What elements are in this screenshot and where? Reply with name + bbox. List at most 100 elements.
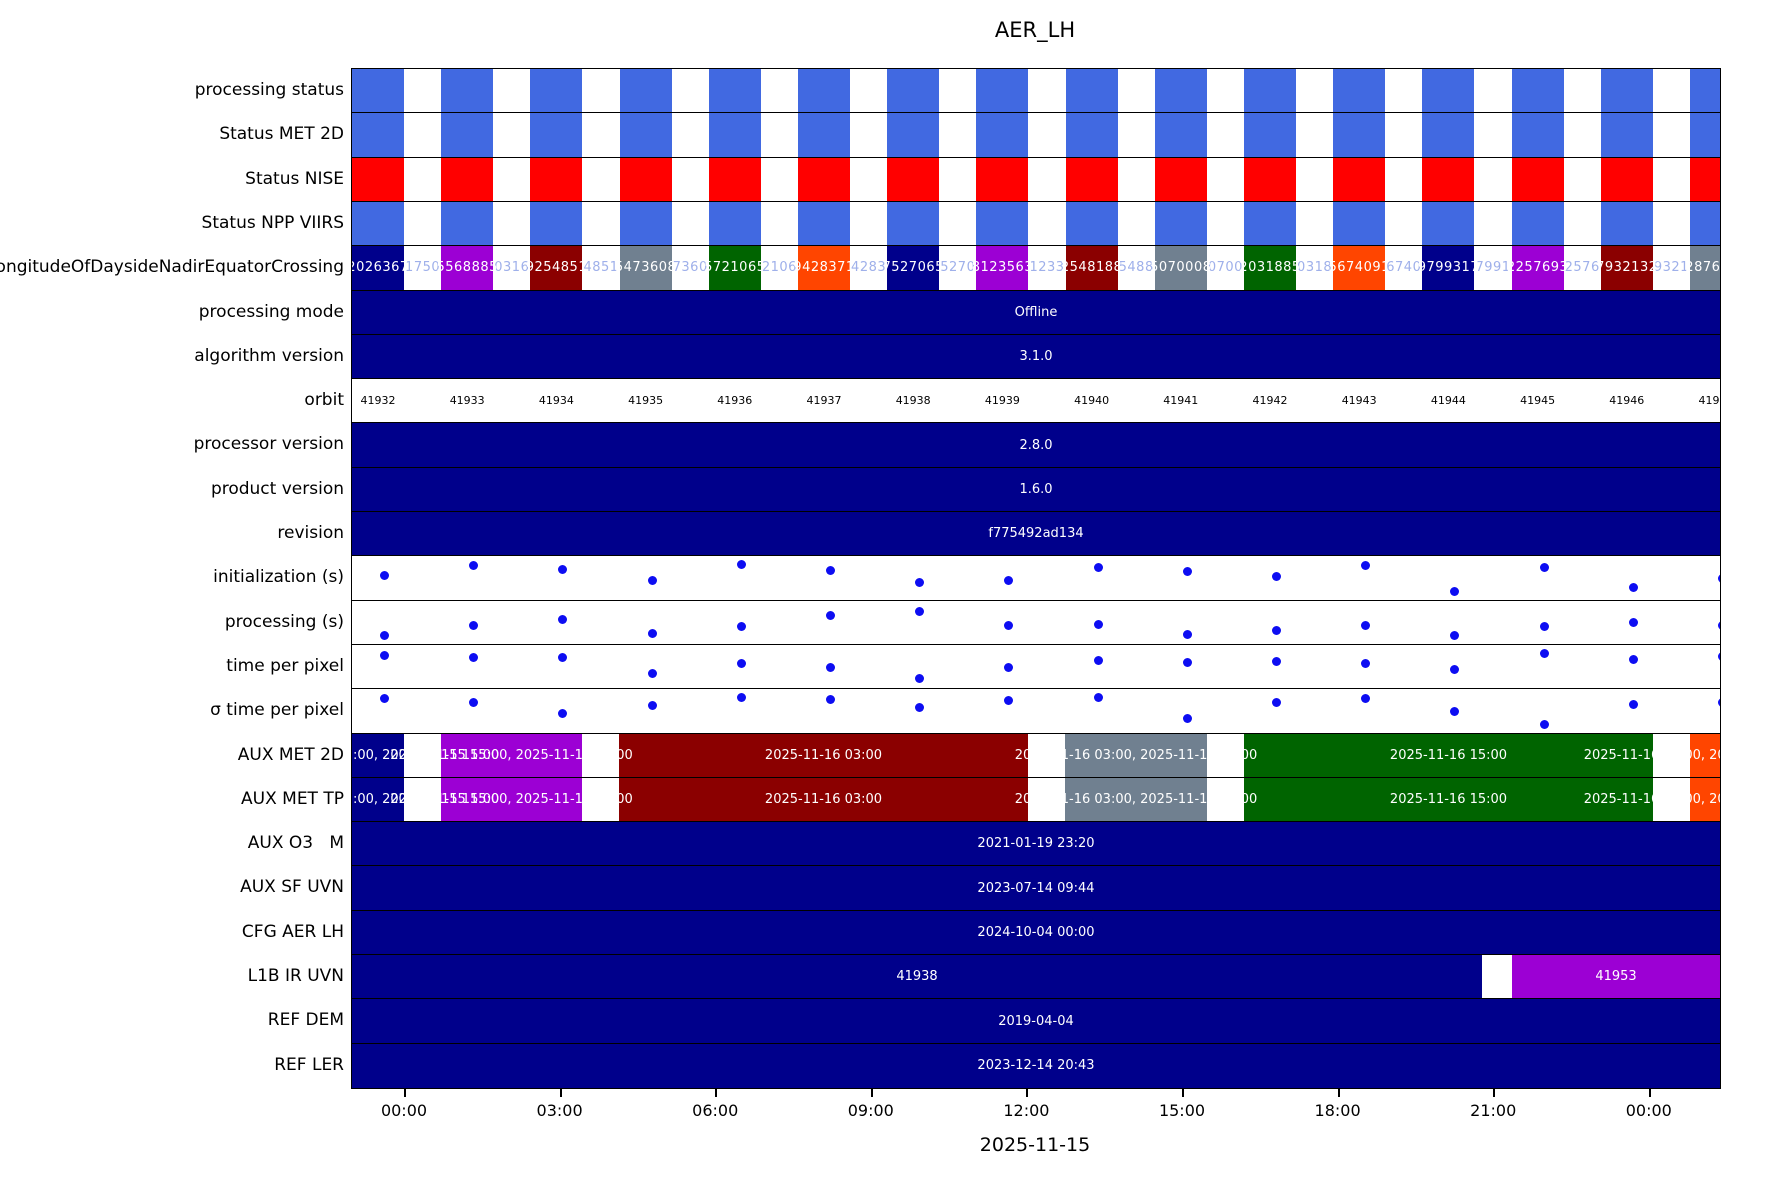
row-label-ref-ler: REF LER <box>274 1054 344 1075</box>
x-tick-mark <box>404 1089 406 1097</box>
granule-block <box>619 157 672 201</box>
granule-block <box>619 201 672 246</box>
granule-block <box>1333 201 1386 246</box>
granule-block <box>1244 157 1296 201</box>
granule-block <box>1154 246 1207 290</box>
segment-label: 2025-11-16 03:00, 2025-11-16 15:00 <box>1014 747 1258 763</box>
longitude-gap-fragment: 6740 <box>1386 260 1422 276</box>
orbit-number: 41945 <box>1520 394 1556 408</box>
row-aux-met-2d: 2025-11-15 03:00, 2025-11-15 15:002025-1… <box>352 733 1720 778</box>
orbit-number: 41944 <box>1430 394 1466 408</box>
orbit-number: 41941 <box>1163 394 1199 408</box>
row-ref-dem: 2019-04-04 <box>352 999 1720 1044</box>
row-time-per-pixel <box>352 645 1720 690</box>
x-tick-label: 09:00 <box>847 1101 894 1120</box>
scatter-point <box>558 708 568 718</box>
granule-block <box>530 157 583 201</box>
bar-value: 2024-10-04 00:00 <box>977 924 1095 940</box>
granule-block <box>1065 69 1118 113</box>
granule-block <box>441 113 494 157</box>
granule-block <box>1422 246 1475 290</box>
granule-block <box>619 113 672 157</box>
bar-value: 1.6.0 <box>1019 481 1053 497</box>
x-tick-label: 03:00 <box>536 1101 583 1120</box>
granule-block <box>887 201 940 246</box>
row-processing-s <box>352 601 1720 645</box>
row-processing-mode: Offline <box>352 290 1720 335</box>
granule-block <box>708 113 761 157</box>
granule-block <box>1154 157 1207 201</box>
segment-label: 2025-11-15 03:00, 2025-11-15 15:00 <box>352 792 500 807</box>
scatter-point <box>915 578 925 588</box>
row-label-product-version: product version <box>210 478 344 499</box>
scatter-point <box>1450 630 1460 640</box>
scatter-point <box>1004 575 1014 585</box>
row-aux-o3-m: 2021-01-19 23:20 <box>352 822 1720 867</box>
segment-label: 2025-11-16 15:00 <box>1389 792 1508 807</box>
scatter-point <box>1004 620 1014 630</box>
granule-block <box>619 246 672 290</box>
row-label-revision: revision <box>277 523 344 544</box>
scatter-point <box>826 695 835 704</box>
granule-block <box>441 157 494 201</box>
row-label-aux-met-tp: AUX MET TP <box>241 788 344 809</box>
granule-block <box>1333 69 1386 113</box>
orbit-number: 41934 <box>538 394 574 408</box>
row-revision: f775492ad134 <box>352 512 1720 557</box>
scatter-point <box>1539 648 1549 658</box>
scatter-point <box>1004 663 1014 673</box>
x-tick-label: 18:00 <box>1314 1101 1361 1120</box>
granule-block <box>1690 157 1720 201</box>
row-product-version: 1.6.0 <box>352 467 1720 513</box>
row-algorithm-version: 3.1.0 <box>352 334 1720 380</box>
row-label-cfg-aer-lh: CFG AER LH <box>241 921 344 942</box>
timeline-segment <box>619 777 1028 822</box>
row-label-processor-version: processor version <box>193 434 344 455</box>
row-status-npp-viirs <box>352 201 1720 247</box>
longitude-gap-fragment: 2576 <box>1564 260 1600 276</box>
granule-block <box>1422 201 1475 246</box>
longitude-value: 5568885 <box>436 260 498 276</box>
granule-block <box>798 69 850 113</box>
x-tick-label: 15:00 <box>1158 1101 1206 1120</box>
scatter-point <box>1182 713 1192 723</box>
scatter-point <box>736 622 746 632</box>
longitude-value: 7527065 <box>882 260 944 276</box>
x-tick-label: 21:00 <box>1470 1101 1517 1120</box>
granule-block <box>976 246 1029 290</box>
scatter-point <box>1628 618 1638 628</box>
row-label-initialization-s: initialization (s) <box>213 567 344 588</box>
scatter-point <box>469 620 479 630</box>
bar-value: 2023-07-14 09:44 <box>977 880 1095 896</box>
row-aux-sf-uvn: 2023-07-14 09:44 <box>352 866 1720 911</box>
row-label-algorithm-version: algorithm version <box>194 345 344 366</box>
granule-block <box>1600 157 1653 201</box>
row-label-aux-sf-uvn: AUX SF UVN <box>240 877 344 898</box>
longitude-value: 9428371 <box>793 260 855 276</box>
bar-value: 2021-01-19 23:20 <box>977 836 1095 852</box>
x-axis-date-label: 2025-11-15 <box>979 1134 1091 1156</box>
granule-block <box>352 69 404 113</box>
granule-block <box>1065 246 1118 290</box>
timeline-segment <box>1065 777 1207 822</box>
granule-block <box>1154 113 1207 157</box>
scatter-point <box>380 630 389 640</box>
granule-block <box>1065 113 1118 157</box>
scatter-point <box>647 575 657 585</box>
granule-block <box>1154 201 1207 246</box>
segment-label: 2025-11-16 15:00 <box>1389 747 1508 763</box>
chart-title: AER_LH <box>994 18 1076 42</box>
scatter-point <box>1718 573 1720 583</box>
segment-label: 2025-11-16 15:00, 2025-11-17 03:00 <box>1583 747 1720 763</box>
scatter-point <box>1361 694 1371 704</box>
timeline-segment <box>1244 777 1653 822</box>
granule-block <box>798 113 850 157</box>
longitude-gap-fragment: 4851 <box>583 260 619 276</box>
granule-block <box>1333 113 1386 157</box>
scatter-point <box>826 566 835 576</box>
row-orbit: 41932 41933 41934 41935 41936 41937 41938 41939… <box>352 379 1720 424</box>
longitude-gap-fragment: 5270 <box>940 260 976 276</box>
scatter-point <box>1361 561 1371 571</box>
longitude-value: 7932132 <box>1596 260 1658 276</box>
